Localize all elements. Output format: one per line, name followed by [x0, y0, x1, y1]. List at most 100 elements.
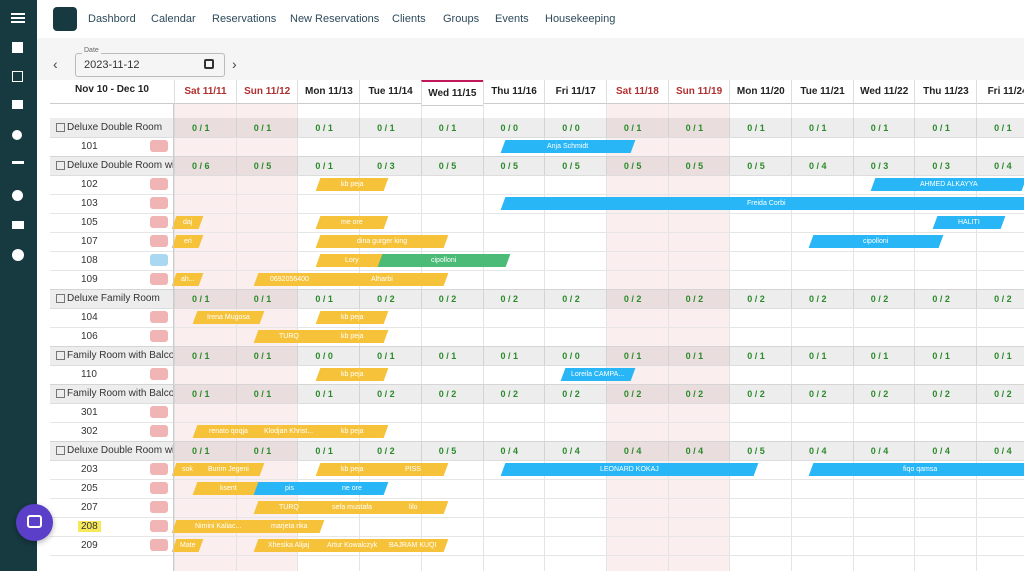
nav-link[interactable]: Reservations [212, 13, 277, 25]
booking[interactable]: LEONARD KOKAJ [500, 463, 759, 476]
booking[interactable]: me ore [315, 216, 389, 229]
booking[interactable]: cipolloni [377, 254, 511, 267]
room-status [150, 235, 168, 247]
calendar-button[interactable] [204, 59, 214, 69]
room-row [50, 498, 1024, 518]
availability: 0 / 1 [438, 351, 457, 361]
booking[interactable]: Mate [171, 539, 204, 552]
nav-link[interactable]: Events [495, 13, 529, 25]
room-number: 203 [81, 464, 98, 475]
next-button[interactable]: › [232, 56, 237, 72]
room-number: 209 [81, 540, 98, 551]
users-icon[interactable] [12, 221, 24, 229]
share-icon[interactable] [12, 130, 22, 140]
help-icon[interactable] [12, 249, 24, 261]
collapse-toggle[interactable] [56, 389, 65, 398]
booking[interactable]: PISS [377, 463, 449, 476]
day-header: Sun 11/19 [667, 80, 730, 104]
availability: 0 / 1 [192, 389, 210, 399]
booking[interactable]: daj [171, 216, 204, 229]
availability: 0 / 1 [500, 351, 519, 361]
booking[interactable]: dina gurger king [315, 235, 449, 248]
group-name: Family Room with Balco [67, 388, 173, 399]
booking[interactable]: HALITI [932, 216, 1006, 229]
room-row [50, 460, 1024, 480]
booking[interactable]: lilo [377, 501, 449, 514]
store-icon[interactable] [12, 100, 23, 109]
booking[interactable]: Burim Jegeni [192, 463, 265, 476]
booking[interactable]: ah... [171, 273, 204, 286]
availability: 0 / 5 [438, 446, 457, 456]
room-row [50, 137, 1024, 157]
booking[interactable]: TURQ [253, 501, 325, 514]
nav-link[interactable]: Groups [443, 13, 480, 25]
availability: 0 / 4 [809, 161, 827, 171]
settings-icon[interactable] [12, 190, 23, 201]
availability: 0 / 2 [623, 294, 642, 304]
availability: 0 / 1 [809, 351, 827, 361]
nav-link[interactable]: New Reservations [290, 13, 380, 25]
booking[interactable]: marjeta rika [253, 520, 325, 533]
booking[interactable]: kb peja [315, 311, 389, 324]
availability: 0 / 1 [315, 123, 333, 133]
chat-button[interactable] [16, 504, 53, 541]
dashboard-icon[interactable] [12, 42, 23, 53]
logo [53, 7, 77, 31]
collapse-toggle[interactable] [56, 161, 65, 170]
booking[interactable]: Irena Mugosa [192, 311, 265, 324]
room-status [150, 140, 168, 152]
nav-link[interactable]: Calendar [151, 13, 196, 25]
availability: 0 / 2 [377, 389, 395, 399]
booking[interactable]: Nimini Kaliac... [171, 520, 265, 533]
availability: 0 / 1 [994, 351, 1012, 361]
booking[interactable]: 0692056400 [253, 273, 325, 286]
booking-label: ksent [220, 485, 237, 492]
nav-link[interactable]: Dashbord [88, 13, 136, 25]
day-header: Mon 11/13 [297, 80, 360, 104]
trend-icon[interactable] [12, 161, 24, 164]
booking[interactable]: BAJRAM KUQI [377, 539, 449, 552]
availability: 0 / 2 [870, 294, 889, 304]
booking[interactable]: ne ore [315, 482, 389, 495]
booking[interactable]: cipolloni [808, 235, 944, 248]
booking[interactable]: pis [253, 482, 325, 495]
room-number: 301 [81, 407, 98, 418]
booking[interactable]: kb peja [315, 425, 389, 438]
booking[interactable]: kb peja [315, 330, 389, 343]
availability: 0 / 1 [377, 351, 395, 361]
room-number: 107 [81, 236, 98, 247]
booking[interactable]: kb peja [315, 178, 389, 191]
booking-label: LEONARD KOKAJ [600, 466, 659, 473]
booking[interactable]: Alharbi [315, 273, 449, 286]
booking[interactable]: TURQ [253, 330, 325, 343]
booking[interactable]: Klodjan Khrist... [253, 425, 325, 438]
nav-link[interactable]: Housekeeping [545, 13, 616, 25]
date-input[interactable]: Date 2023-11-12 [75, 47, 225, 77]
collapse-toggle[interactable] [56, 446, 65, 455]
booking[interactable]: Loreila CAMPA... [560, 368, 636, 381]
availability: 0 / 0 [562, 123, 580, 133]
booking[interactable]: Freida Corbi [500, 197, 1024, 210]
room-number: 102 [81, 179, 98, 190]
booking[interactable]: kb peja [315, 368, 389, 381]
booking-label: Artur Kowalczyk [326, 542, 378, 549]
menu-icon[interactable] [11, 13, 25, 15]
booking[interactable]: fiqo qamsa [808, 463, 1024, 476]
calendar-icon[interactable] [12, 71, 23, 82]
day-header: Tue 11/14 [359, 80, 422, 104]
booking[interactable]: AHMED ALKAYYA [870, 178, 1024, 191]
collapse-toggle[interactable] [56, 294, 65, 303]
booking-label: TURQ [279, 504, 299, 511]
collapse-toggle[interactable] [56, 351, 65, 360]
day-column [852, 103, 916, 571]
group-row [50, 118, 1024, 138]
room-row [50, 270, 1024, 290]
booking[interactable]: eri [171, 235, 204, 248]
booking[interactable]: Anja Schmidt [500, 140, 636, 153]
booking[interactable]: Xhesika Alijaj [253, 539, 325, 552]
collapse-toggle[interactable] [56, 123, 65, 132]
nav-link[interactable]: Clients [392, 13, 426, 25]
prev-button[interactable]: ‹ [53, 56, 58, 72]
booking-label: Alharbi [371, 276, 393, 283]
